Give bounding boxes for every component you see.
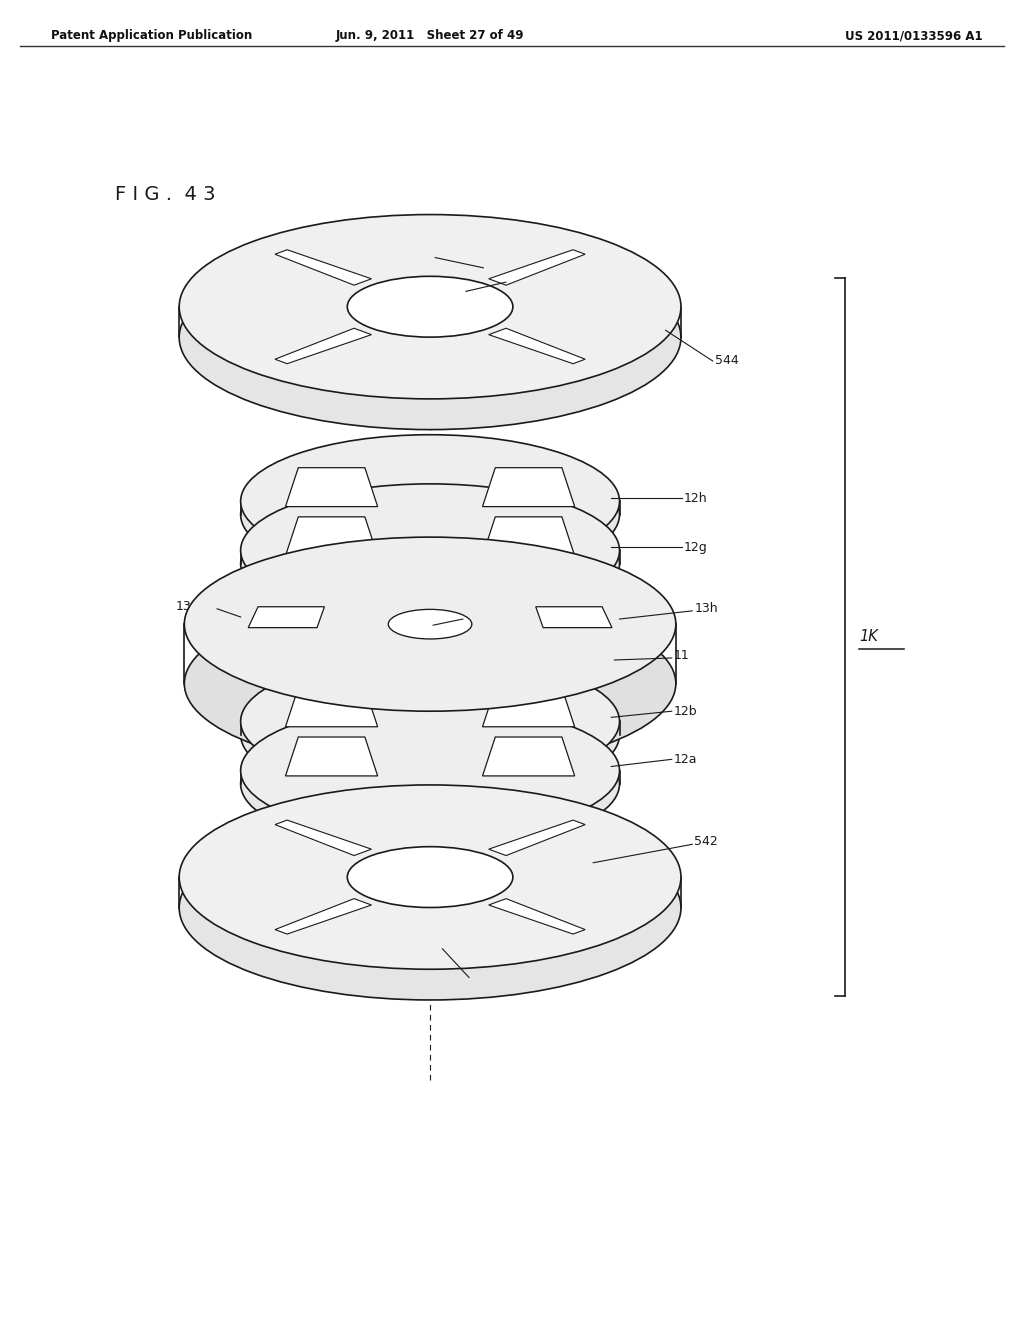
- Ellipse shape: [184, 597, 676, 771]
- Polygon shape: [275, 249, 372, 285]
- Text: 544: 544: [715, 355, 738, 367]
- Ellipse shape: [241, 434, 620, 568]
- Ellipse shape: [241, 484, 620, 616]
- Text: 540: 540: [455, 982, 479, 994]
- Ellipse shape: [388, 610, 472, 639]
- Polygon shape: [488, 899, 585, 935]
- Text: 90: 90: [483, 255, 500, 268]
- Ellipse shape: [347, 846, 513, 908]
- Ellipse shape: [241, 447, 620, 581]
- Ellipse shape: [179, 816, 681, 1001]
- Ellipse shape: [184, 537, 676, 711]
- Polygon shape: [275, 820, 372, 855]
- Polygon shape: [286, 737, 378, 776]
- Ellipse shape: [347, 878, 513, 939]
- Polygon shape: [482, 517, 574, 556]
- Ellipse shape: [179, 215, 681, 399]
- Text: F I G .  4 3: F I G . 4 3: [115, 185, 215, 203]
- Ellipse shape: [241, 717, 620, 850]
- Polygon shape: [488, 820, 585, 855]
- Ellipse shape: [241, 655, 620, 788]
- Text: 542: 542: [694, 834, 718, 847]
- Ellipse shape: [388, 669, 472, 698]
- Polygon shape: [482, 688, 574, 727]
- Text: 12a: 12a: [674, 752, 697, 766]
- Polygon shape: [536, 607, 612, 627]
- Text: 13g: 13g: [176, 601, 200, 614]
- Text: US 2011/0133596 A1: US 2011/0133596 A1: [846, 29, 983, 42]
- Text: 12b: 12b: [674, 705, 697, 718]
- Polygon shape: [482, 467, 574, 507]
- Polygon shape: [275, 329, 372, 364]
- Ellipse shape: [241, 704, 620, 837]
- Ellipse shape: [241, 498, 620, 631]
- Ellipse shape: [347, 308, 513, 368]
- Text: 11: 11: [674, 649, 689, 663]
- Text: 12g: 12g: [684, 541, 708, 554]
- Ellipse shape: [179, 785, 681, 969]
- Ellipse shape: [347, 276, 513, 337]
- Text: 13h: 13h: [694, 602, 718, 615]
- Polygon shape: [286, 517, 378, 556]
- Polygon shape: [488, 249, 585, 285]
- Text: 540: 540: [489, 279, 513, 292]
- Ellipse shape: [241, 668, 620, 801]
- Text: Patent Application Publication: Patent Application Publication: [51, 29, 253, 42]
- Polygon shape: [286, 467, 378, 507]
- Polygon shape: [286, 688, 378, 727]
- Polygon shape: [482, 737, 574, 776]
- Ellipse shape: [179, 246, 681, 429]
- Polygon shape: [275, 899, 372, 935]
- Polygon shape: [488, 329, 585, 364]
- Text: 10: 10: [463, 610, 479, 623]
- Text: Jun. 9, 2011   Sheet 27 of 49: Jun. 9, 2011 Sheet 27 of 49: [336, 29, 524, 42]
- Text: 1K: 1K: [859, 630, 878, 644]
- Polygon shape: [248, 607, 325, 627]
- Text: 12h: 12h: [684, 492, 708, 504]
